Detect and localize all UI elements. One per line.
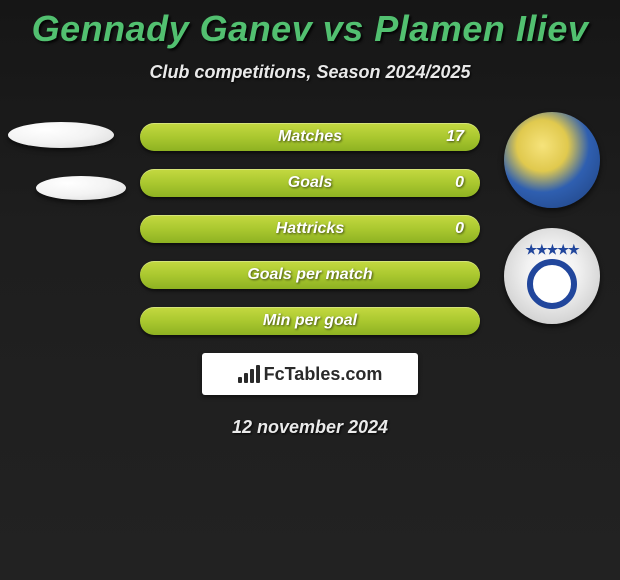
stat-row-hattricks: Hattricks 0: [0, 215, 620, 243]
stat-row-goals: Goals 0: [0, 169, 620, 197]
stat-row-matches: Matches 17: [0, 123, 620, 151]
logo-bar: [250, 369, 254, 383]
logo-bars-icon: [238, 365, 260, 383]
page-title: Gennady Ganev vs Plamen Iliev: [0, 0, 620, 50]
stat-label: Hattricks: [276, 220, 344, 238]
logo-bar: [256, 365, 260, 383]
stat-bar: Goals 0: [140, 169, 480, 197]
page-subtitle: Club competitions, Season 2024/2025: [0, 62, 620, 83]
source-logo: FcTables.com: [238, 364, 383, 385]
snapshot-date: 12 november 2024: [0, 417, 620, 438]
source-logo-box: FcTables.com: [202, 353, 418, 395]
stat-value: 17: [446, 128, 464, 146]
logo-bar: [238, 377, 242, 383]
stat-bar: Goals per match: [140, 261, 480, 289]
source-logo-text: FcTables.com: [264, 364, 383, 385]
stat-value: 0: [455, 174, 464, 192]
stat-row-goals-per-match: Goals per match: [0, 261, 620, 289]
stat-bar: Matches 17: [140, 123, 480, 151]
stat-row-min-per-goal: Min per goal: [0, 307, 620, 335]
logo-bar: [244, 373, 248, 383]
stat-label: Goals per match: [247, 266, 372, 284]
stat-value: 0: [455, 220, 464, 238]
stat-bars: Matches 17 Goals 0 Hattricks 0 Goals per…: [0, 123, 620, 335]
stat-bar: Min per goal: [140, 307, 480, 335]
stat-bar: Hattricks 0: [140, 215, 480, 243]
stat-label: Goals: [288, 174, 332, 192]
stat-label: Min per goal: [263, 312, 357, 330]
stat-label: Matches: [278, 128, 342, 146]
